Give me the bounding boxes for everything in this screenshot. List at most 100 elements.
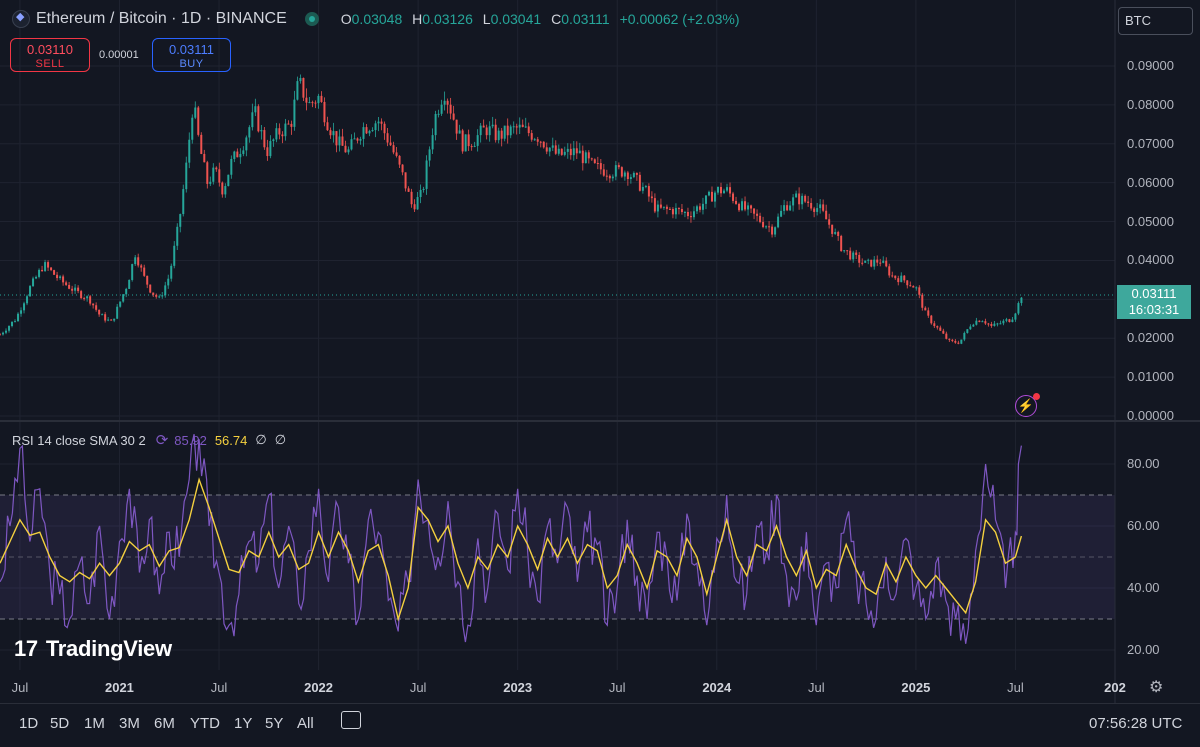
candle-body (750, 205, 753, 209)
candle-body (765, 226, 768, 228)
candle-body (662, 206, 665, 208)
candle-body (933, 323, 936, 327)
candle-body (35, 276, 38, 279)
candle-body (74, 287, 77, 291)
candle-body (104, 314, 107, 321)
candle-body (278, 128, 281, 135)
tradingview-logo-icon: 17 (14, 636, 38, 661)
candle-body (518, 124, 521, 128)
candle-body (732, 193, 735, 201)
candle-body (80, 291, 83, 299)
candle-body (446, 100, 449, 105)
candle-body (38, 269, 41, 277)
time-tick-label: Jul (11, 680, 29, 695)
utc-clock[interactable]: 07:56:28 UTC (1089, 715, 1183, 732)
candle-body (485, 127, 488, 136)
candle-body (473, 145, 476, 147)
sell-button[interactable]: 0.03110 SELL (10, 38, 90, 72)
time-tick-label: Jul (210, 680, 228, 695)
candle-body (479, 125, 482, 136)
range-5d-button[interactable]: 5D (50, 715, 70, 732)
candle-body (906, 280, 909, 286)
candle-body (47, 262, 50, 268)
candle-body (548, 147, 551, 152)
candle-body (939, 327, 942, 331)
candle-body (665, 206, 668, 209)
candle-body (738, 203, 741, 211)
candle-body (497, 130, 500, 141)
range-ytd-button[interactable]: YTD (190, 715, 220, 732)
candle-body (566, 148, 569, 152)
candle-body (305, 97, 308, 103)
price-tick-label: 0.08000 (1127, 96, 1174, 112)
candle-body (281, 134, 284, 137)
candle-body (407, 188, 410, 192)
candle-body (620, 167, 623, 177)
candle-body (789, 205, 792, 211)
candle-body (542, 141, 545, 148)
candle-body (629, 177, 632, 180)
high-label: H (412, 11, 423, 27)
candle-body (275, 128, 278, 140)
candle-body (557, 148, 560, 154)
candle-body (843, 250, 846, 252)
time-tick-label: Jul (808, 680, 825, 695)
candle-body (563, 151, 566, 155)
candle-body (701, 203, 704, 210)
price-candles (0, 74, 1023, 345)
range-all-button[interactable]: All (297, 715, 314, 732)
candle-body (149, 284, 152, 293)
candle-body (1005, 319, 1008, 321)
buy-button[interactable]: 0.03111 BUY (152, 38, 231, 72)
candle-body (164, 285, 167, 296)
candle-body (329, 130, 332, 136)
symbol-legend[interactable]: Ethereum / Bitcoin · 1D · BINANCE O0.030… (12, 10, 739, 28)
candle-body (311, 102, 314, 104)
candle-body (416, 197, 419, 210)
range-5y-button[interactable]: 5Y (265, 715, 284, 732)
range-1d-button[interactable]: 1D (19, 715, 39, 732)
candle-body (467, 134, 470, 147)
candle-body (131, 264, 134, 280)
range-6m-button[interactable]: 6M (154, 715, 175, 732)
candle-body (792, 197, 795, 206)
flash-alert-icon[interactable]: ⚡ (1015, 393, 1040, 417)
candle-body (77, 287, 80, 292)
time-tick-label: 202 (1104, 680, 1126, 695)
date-range-calendar-icon[interactable] (341, 711, 361, 729)
market-status-icon[interactable] (304, 12, 319, 26)
bar-countdown: 16:03:31 (1128, 302, 1180, 317)
tradingview-logo[interactable]: 17 TradingView (14, 636, 172, 662)
candle-body (41, 269, 44, 272)
candle-body (987, 323, 990, 325)
range-1m-button[interactable]: 1M (84, 715, 105, 732)
range-3m-button[interactable]: 3M (119, 715, 140, 732)
symbol-title[interactable]: Ethereum / Bitcoin · 1D · BINANCE (36, 10, 287, 27)
candle-body (963, 332, 966, 340)
candle-body (825, 210, 828, 220)
candle-body (44, 262, 47, 272)
settings-gear-icon[interactable]: ⚙ (1149, 679, 1164, 696)
candle-body (686, 212, 689, 217)
currency-selector[interactable]: BTC (1118, 7, 1193, 35)
candle-body (335, 131, 338, 146)
rsi-na-value-1: ∅ (255, 432, 267, 447)
candle-body (590, 158, 593, 160)
candle-body (359, 138, 362, 141)
rsi-legend[interactable]: RSI 14 close SMA 30 2 ⟳ 85.92 56.74 ∅ ∅ (12, 431, 286, 449)
refresh-icon[interactable]: ⟳ (155, 432, 169, 449)
candle-body (909, 285, 912, 287)
candle-body (840, 235, 843, 252)
candle-body (638, 174, 641, 191)
candle-body (434, 113, 437, 136)
candle-body (257, 106, 260, 132)
current-price-value: 0.03111 (1131, 286, 1177, 301)
range-1y-button[interactable]: 1Y (234, 715, 253, 732)
candle-body (614, 165, 617, 177)
candle-body (449, 104, 452, 114)
ohlc-values: O0.03048 H0.03126 L0.03041 C0.03111 +0.0… (335, 11, 740, 27)
candle-body (768, 226, 771, 228)
rsi-na-value-2: ∅ (274, 432, 287, 447)
candle-body (885, 260, 888, 267)
